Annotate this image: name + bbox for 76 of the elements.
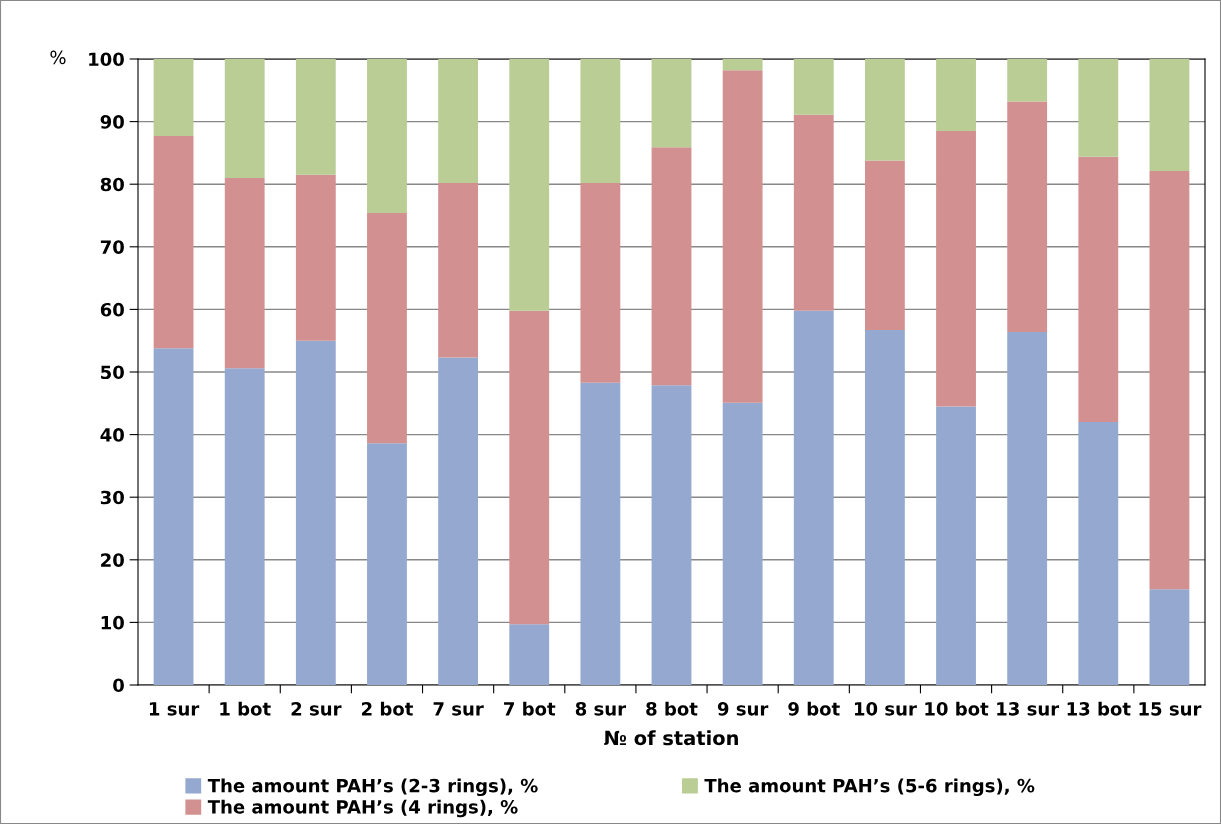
y-tick-label: 40: [100, 428, 124, 442]
bar: [580, 182, 621, 383]
bar: [864, 160, 905, 331]
bar: [651, 385, 692, 685]
legend-label: The amount PAH’s (5-6 rings), %: [704, 778, 1035, 797]
bar: [509, 59, 550, 311]
bar: [367, 443, 407, 685]
bar: [367, 213, 407, 444]
bar: [153, 348, 194, 685]
y-tick-label: 10: [101, 615, 124, 630]
bar: [936, 59, 976, 131]
bar: [438, 182, 479, 358]
bar: [580, 59, 621, 183]
y-tick-label: 30: [100, 490, 124, 505]
bar: [793, 114, 834, 311]
bar: [295, 59, 336, 175]
y-tick-label: 60: [100, 302, 124, 317]
bar: [295, 174, 336, 341]
y-tick-label: 100: [89, 52, 124, 67]
x-tick-label: 2 bot: [361, 701, 413, 716]
bar: [367, 59, 407, 213]
x-axis-title: № of station: [604, 730, 738, 746]
bar: [1007, 331, 1048, 685]
x-tick-label: 1 bot: [220, 701, 271, 716]
bar: [864, 59, 905, 161]
bar: [793, 59, 834, 115]
y-tick-label: 0: [113, 678, 124, 693]
bar: [722, 402, 763, 685]
legend-label: The amount PAH’s (4 rings), %: [207, 799, 518, 818]
bar: [1078, 59, 1119, 157]
bar: [153, 136, 194, 349]
bar: [1149, 589, 1190, 685]
bar: [936, 406, 976, 685]
bar: [1149, 171, 1190, 590]
x-tick-label: 13 bot: [1067, 701, 1131, 716]
bar: [1078, 422, 1119, 685]
x-tick-label: 15 sur: [1139, 702, 1202, 716]
y-tick-label: 70: [100, 240, 124, 254]
bar: [1149, 59, 1190, 172]
bar: [651, 59, 692, 148]
bar: [651, 147, 692, 386]
x-tick-label: 1 sur: [149, 702, 200, 716]
x-tick-label: 2 sur: [291, 701, 342, 716]
bar: [224, 177, 265, 369]
bar: [153, 59, 194, 136]
bar: [580, 382, 621, 685]
bar: [509, 624, 550, 685]
bar: [1078, 156, 1119, 423]
y-axis-title: %: [50, 50, 66, 65]
y-tick-label: 20: [101, 553, 124, 567]
x-tick-label: 9 bot: [788, 701, 840, 716]
bar: [722, 70, 763, 403]
y-tick-label: 50: [101, 365, 124, 380]
x-tick-label: 8 sur: [575, 701, 626, 716]
bar: [1007, 59, 1048, 102]
bar: [864, 330, 905, 685]
bar: [509, 310, 550, 625]
x-tick-label: 8 bot: [646, 701, 698, 716]
bar: [438, 357, 479, 685]
y-tick-label: 90: [100, 115, 124, 129]
bar: [224, 59, 265, 178]
x-tick-label: 9 sur: [717, 702, 769, 716]
y-tick-label: 80: [100, 177, 124, 192]
bar: [936, 130, 976, 407]
x-tick-label: 7 bot: [504, 701, 556, 716]
legend-label: The amount PAH’s (2-3 rings), %: [207, 778, 538, 797]
x-tick-label: 10 sur: [854, 701, 917, 716]
bar: [1007, 101, 1048, 332]
x-tick-label: 10 bot: [925, 701, 989, 716]
bar: [793, 310, 834, 685]
bar: [295, 340, 336, 685]
x-tick-label: 7 sur: [433, 702, 484, 716]
x-tick-label: 13 sur: [997, 701, 1060, 716]
bar: [722, 59, 763, 71]
bar: [438, 59, 479, 183]
bar: [224, 368, 265, 685]
